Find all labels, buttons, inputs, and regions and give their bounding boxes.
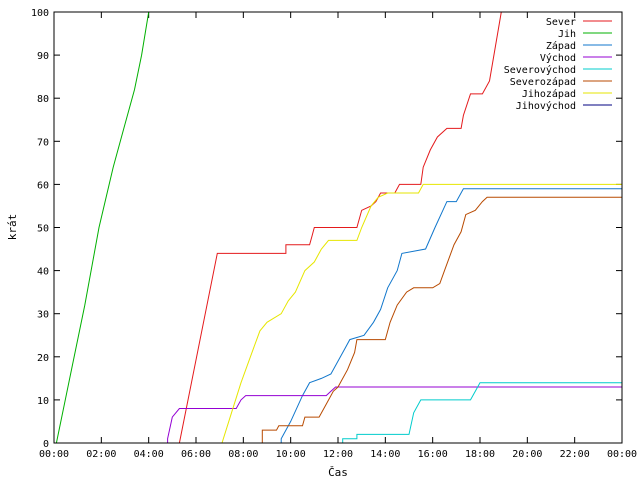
series-line-2 (280, 188, 622, 443)
x-tick-label: 00:00 (39, 449, 69, 460)
y-axis-title: krát (6, 214, 19, 241)
y-tick-label: 20 (37, 353, 49, 364)
x-tick-label: 04:00 (134, 449, 164, 460)
plot-frame (53, 11, 623, 444)
legend-label: Jih (558, 29, 576, 40)
x-tick-label: 16:00 (418, 449, 448, 460)
legend-label: Severovýchod (504, 64, 576, 76)
series-lines (55, 11, 622, 444)
tick-labels: 0 10 20 30 40 50 60 70 80 90 100 00:00 02:00 04:00 06:… (31, 8, 637, 460)
series-line-4 (342, 382, 622, 443)
y-tick-label: 100 (31, 8, 49, 19)
y-tick-label: 40 (37, 267, 49, 278)
x-tick-label: 00:00 (607, 449, 637, 460)
legend: SeverJihZápadVýchodSeverovýchodSeverozáp… (504, 17, 612, 112)
x-tick-label: 10:00 (276, 449, 306, 460)
legend-label: Východ (540, 52, 576, 64)
series-line-0 (178, 11, 502, 444)
legend-label: Sever (546, 17, 576, 28)
y-tick-label: 70 (37, 137, 49, 148)
series-line-5 (261, 196, 622, 443)
legend-label: Severozápad (510, 76, 576, 88)
y-tick-label: 0 (43, 439, 49, 450)
legend-label: Jihozápad (522, 88, 576, 100)
legend-label: Západ (546, 40, 576, 52)
x-axis-title: Čas (328, 466, 348, 479)
y-tick-label: 10 (37, 396, 49, 407)
y-tick-label: 80 (37, 94, 49, 105)
x-tick-label: 12:00 (323, 449, 353, 460)
y-tick-label: 60 (37, 180, 49, 191)
series-line-1 (55, 11, 150, 444)
x-tick-label: 14:00 (370, 449, 400, 460)
x-tick-label: 02:00 (86, 449, 116, 460)
series-line-3 (167, 386, 622, 443)
y-tick-label: 50 (37, 224, 49, 235)
y-tick-label: 90 (37, 51, 49, 62)
series-line-6 (221, 183, 622, 444)
y-tick-label: 30 (37, 310, 49, 321)
legend-label: Jihovýchod (516, 100, 576, 112)
x-tick-label: 18:00 (465, 449, 495, 460)
x-tick-label: 22:00 (560, 449, 590, 460)
x-tick-label: 08:00 (228, 449, 258, 460)
x-tick-label: 20:00 (512, 449, 542, 460)
x-tick-label: 06:00 (181, 449, 211, 460)
